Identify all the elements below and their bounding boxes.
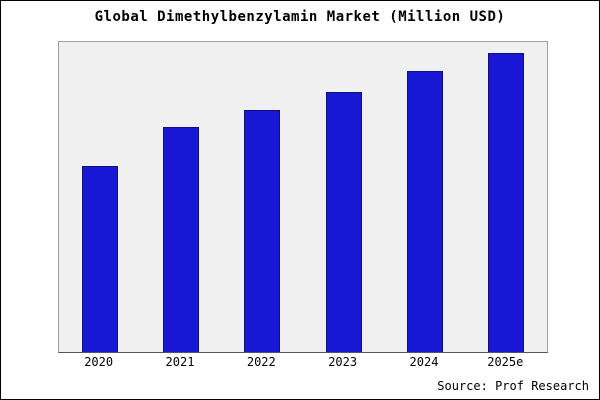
bar-2024 bbox=[406, 70, 443, 352]
x-tick-label-2024: 2024 bbox=[409, 355, 439, 369]
bar-slot-2022 bbox=[222, 42, 303, 352]
x-tick-label-2020: 2020 bbox=[84, 355, 114, 369]
x-axis-labels: 2020 2021 2022 2023 2024 2025e bbox=[58, 355, 546, 369]
chart-title: Global Dimethylbenzylamin Market (Millio… bbox=[94, 9, 506, 25]
bar-2025e bbox=[488, 52, 525, 352]
plot-area bbox=[58, 41, 548, 353]
bar-slot-2020 bbox=[59, 42, 140, 352]
bar-2022 bbox=[244, 109, 281, 352]
x-tick-label-2023: 2023 bbox=[328, 355, 358, 369]
bar-2021 bbox=[162, 127, 199, 352]
bar-slot-2023 bbox=[303, 42, 384, 352]
bar-2020 bbox=[81, 166, 118, 352]
x-tick-label-2025e: 2025e bbox=[487, 355, 524, 369]
source-note: Source: Prof Research bbox=[437, 379, 589, 393]
bar-slot-2021 bbox=[140, 42, 221, 352]
bar-slot-2024 bbox=[384, 42, 465, 352]
bar-slot-2025e bbox=[466, 42, 547, 352]
x-tick-label-2021: 2021 bbox=[165, 355, 195, 369]
x-tick-label-2022: 2022 bbox=[246, 355, 276, 369]
bar-2023 bbox=[325, 91, 362, 352]
